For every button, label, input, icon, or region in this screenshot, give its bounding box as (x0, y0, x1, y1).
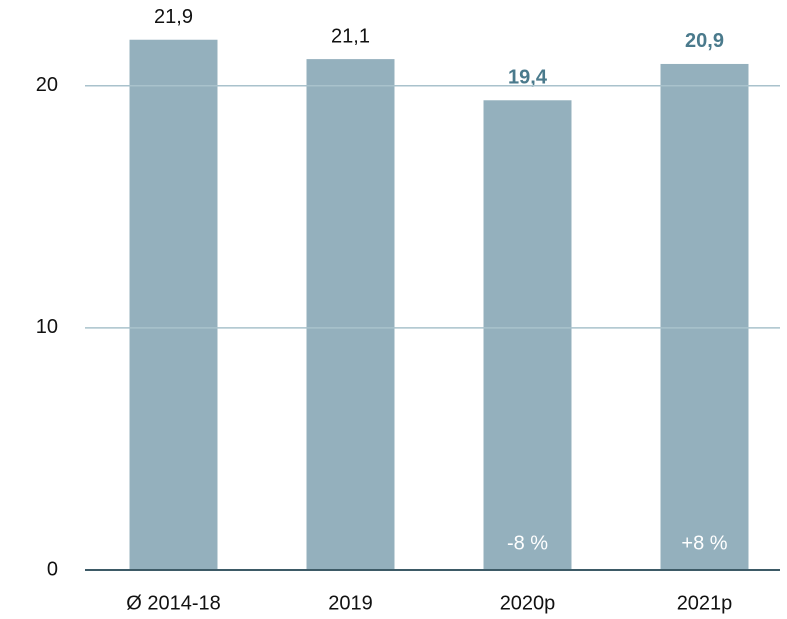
x-tick-label: 2020p (500, 592, 556, 614)
x-tick-label: 2019 (328, 592, 373, 614)
y-tick-label: 0 (47, 558, 58, 580)
y-tick-label: 10 (36, 316, 58, 338)
change-label: +8 % (681, 532, 727, 554)
x-tick-label: 2021p (677, 592, 733, 614)
value-label: 20,9 (685, 30, 724, 52)
bar (483, 100, 572, 570)
y-tick-label: 20 (36, 74, 58, 96)
bar (306, 59, 395, 571)
bar (129, 39, 218, 571)
bar (660, 63, 749, 571)
value-label: 21,9 (154, 6, 193, 28)
value-label: 19,4 (508, 67, 548, 89)
x-tick-label: Ø 2014-18 (126, 592, 221, 614)
change-label: -8 % (507, 532, 548, 554)
value-label: 21,1 (331, 25, 370, 47)
